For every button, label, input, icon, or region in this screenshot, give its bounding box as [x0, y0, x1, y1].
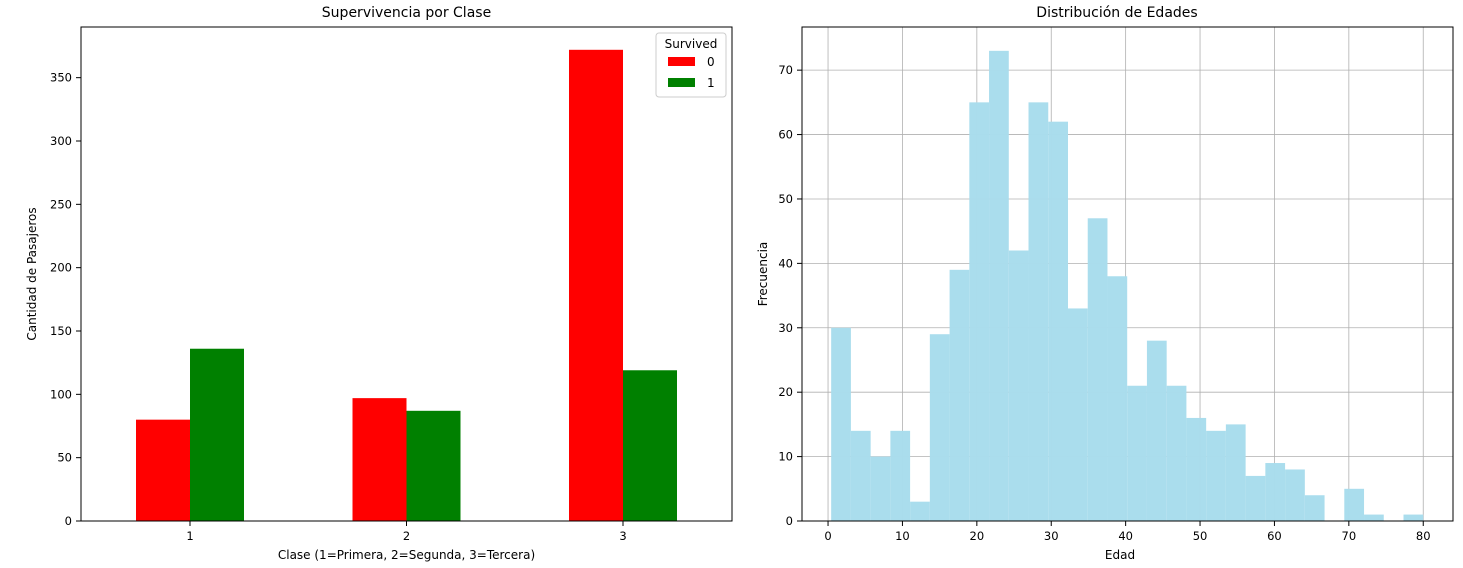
histogram-bin [1403, 514, 1424, 521]
x-tick-label: 0 [824, 529, 831, 543]
histogram-bin [969, 102, 990, 522]
x-tick-label: 20 [970, 529, 985, 543]
y-tick-label: 200 [50, 261, 72, 275]
histogram-bin [949, 269, 970, 521]
histogram-bin [1225, 424, 1246, 521]
histogram-bin [831, 327, 851, 521]
bar-class-3-survived-0 [569, 49, 623, 522]
legend-swatch-0 [668, 57, 695, 66]
survival-chart-title: Supervivencia por Clase [322, 5, 491, 21]
x-tick-label: 30 [1044, 529, 1059, 543]
y-tick-label: 250 [50, 197, 72, 211]
y-tick-label: 100 [50, 387, 72, 401]
histogram-bin [1028, 102, 1049, 522]
age-bars [831, 50, 1424, 522]
y-tick-label: 30 [778, 321, 793, 335]
histogram-bin [1186, 417, 1207, 521]
legend-swatch-1 [668, 78, 695, 87]
survival-legend: Survived 0 1 [655, 32, 727, 98]
legend-label-0: 0 [707, 55, 715, 69]
age-y-ticks: 0 10 20 30 40 50 60 70 [778, 63, 802, 528]
histogram-bin [1008, 250, 1029, 522]
survival-y-ticks: 0 50 100 150 200 250 300 350 [50, 71, 81, 528]
x-tick-label: 60 [1267, 529, 1282, 543]
survival-x-ticks: 1 2 3 [186, 521, 627, 543]
histogram-bin [1127, 385, 1147, 521]
survival-y-axis-label: Cantidad de Pasajeros [25, 207, 39, 340]
age-y-axis-label: Frecuencia [756, 242, 770, 307]
histogram-bin [1087, 218, 1108, 521]
bar-class-3-survived-1 [623, 370, 677, 521]
x-tick-label: 2 [403, 529, 410, 543]
age-x-ticks: 0 10 20 30 40 50 60 70 80 [824, 521, 1431, 543]
histogram-bin [1285, 469, 1305, 521]
x-tick-label: 3 [619, 529, 626, 543]
legend-title: Survived [665, 37, 718, 51]
histogram-bin [1265, 463, 1286, 521]
histogram-bin [1048, 121, 1068, 521]
histogram-bin [870, 456, 891, 521]
y-tick-label: 50 [57, 451, 72, 465]
survival-bars [136, 49, 677, 522]
survival-x-axis-label: Clase (1=Primera, 2=Segunda, 3=Tercera) [278, 548, 535, 562]
x-tick-label: 50 [1193, 529, 1208, 543]
bar-class-2-survived-1 [406, 410, 461, 521]
histogram-bin [1206, 430, 1226, 521]
histogram-bin [1067, 308, 1088, 521]
y-tick-label: 50 [778, 192, 793, 206]
histogram-bin [929, 334, 950, 521]
legend-label-1: 1 [707, 76, 715, 90]
histogram-bin [1166, 385, 1187, 521]
histogram-bin [1344, 488, 1365, 521]
histogram-bin [1364, 514, 1384, 521]
bar-class-1-survived-1 [190, 348, 244, 521]
age-histogram: Distribución de Edades 0 10 20 30 40 50 60 70 0… [756, 5, 1454, 562]
x-tick-label: 80 [1416, 529, 1431, 543]
y-tick-label: 350 [50, 71, 72, 85]
y-tick-label: 60 [778, 128, 793, 142]
histogram-bin [910, 501, 930, 521]
histogram-bin [1107, 276, 1128, 521]
histogram-bin [890, 430, 911, 521]
y-tick-label: 0 [786, 514, 793, 528]
histogram-bin [850, 430, 871, 521]
age-plot-frame [801, 26, 1454, 522]
y-tick-label: 10 [778, 450, 793, 464]
x-tick-label: 1 [186, 529, 193, 543]
x-tick-label: 40 [1118, 529, 1133, 543]
survival-chart: Supervivencia por Clase 0 50 100 150 200 250 3… [25, 5, 733, 562]
x-tick-label: 70 [1342, 529, 1357, 543]
histogram-bin [1304, 495, 1325, 521]
y-tick-label: 20 [778, 385, 793, 399]
histogram-bin [989, 50, 1009, 522]
bar-class-2-survived-0 [352, 398, 407, 521]
x-tick-label: 10 [895, 529, 910, 543]
histogram-bin [1245, 475, 1266, 521]
histogram-bin [1146, 340, 1167, 521]
age-histogram-title: Distribución de Edades [1036, 5, 1197, 21]
y-tick-label: 150 [50, 324, 72, 338]
y-tick-label: 300 [50, 134, 72, 148]
age-x-axis-label: Edad [1105, 548, 1135, 562]
bar-class-1-survived-0 [136, 419, 190, 521]
y-tick-label: 0 [65, 514, 72, 528]
y-tick-label: 70 [778, 63, 793, 77]
y-tick-label: 40 [778, 256, 793, 270]
